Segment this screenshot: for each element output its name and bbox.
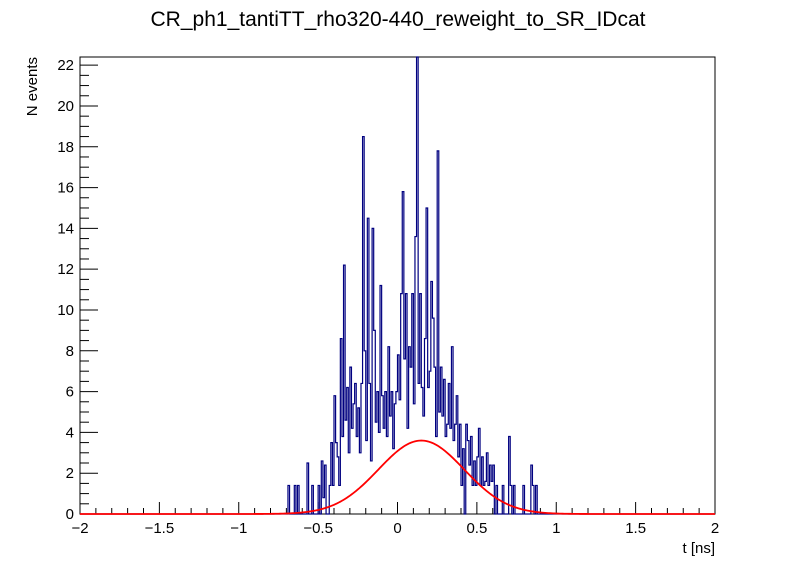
y-tick-label: 22: [57, 57, 74, 74]
y-axis: 0 2 4 6 8 10 12 14 16 18 20 22: [57, 57, 98, 523]
chart-title: CR_ph1_tantiTT_rho320-440_reweight_to_SR…: [151, 8, 646, 31]
y-tick-label: 12: [57, 261, 74, 278]
plot-frame: [79, 56, 716, 515]
x-tick-label: −0.5: [303, 520, 333, 537]
y-tick-label: 18: [57, 139, 74, 156]
x-tick-label: 0.5: [466, 520, 487, 537]
y-axis-label: N events: [24, 57, 41, 116]
y-tick-label: 4: [66, 424, 74, 441]
x-tick-label: 1: [552, 520, 560, 537]
y-tick-label: 20: [57, 98, 74, 115]
fit-curve: [80, 439, 715, 515]
y-tick-label: 6: [66, 384, 74, 401]
y-tick-label: 14: [57, 220, 74, 237]
x-tick-label: −1: [230, 520, 247, 537]
x-tick-label: 2: [711, 520, 719, 537]
x-tick-label: 1.5: [625, 520, 646, 537]
x-tick-label: −2: [71, 520, 88, 537]
x-axis: −2 −1.5 −1 −0.5 0 0.5 1 1.5 2: [71, 502, 719, 537]
histogram-series: [80, 56, 715, 515]
x-tick-label: 0: [393, 520, 401, 537]
y-tick-label: 0: [66, 506, 74, 523]
y-tick-label: 16: [57, 180, 74, 197]
y-tick-label: 8: [66, 343, 74, 360]
y-tick-label: 2: [66, 465, 74, 482]
x-tick-label: −1.5: [145, 520, 175, 537]
x-axis-label: t [ns]: [682, 540, 715, 557]
y-tick-label: 10: [57, 302, 74, 319]
